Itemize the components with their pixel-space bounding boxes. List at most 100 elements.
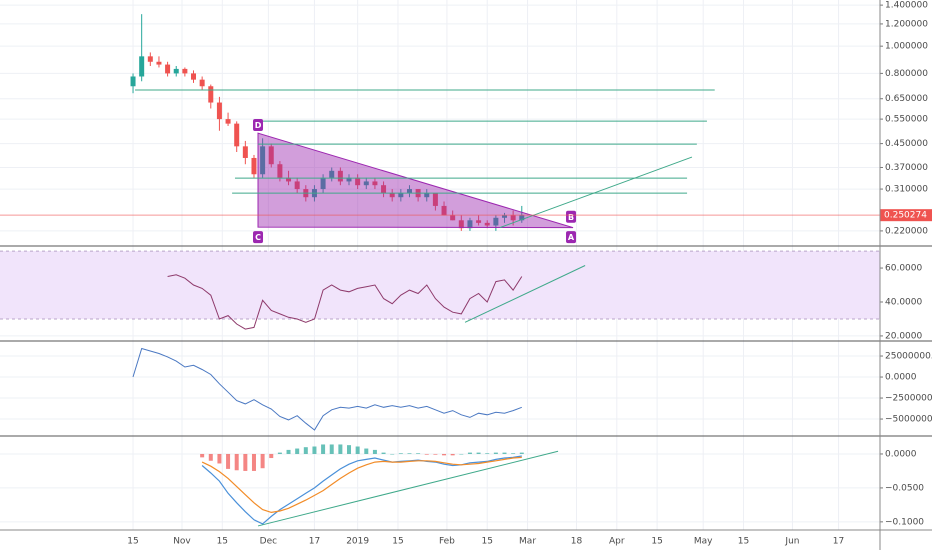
x-tick-label: 2019 [346, 537, 369, 547]
histogram-bar [269, 453, 274, 459]
x-tick-label: 18 [571, 537, 583, 547]
candle-body [337, 170, 343, 182]
point-label-box [253, 231, 264, 244]
candle-body [165, 64, 171, 74]
point-label-box [253, 119, 264, 132]
x-tick-label: 15 [217, 537, 228, 547]
candle-body [234, 123, 240, 147]
x-tick-label: 15 [481, 537, 492, 547]
histogram-bar [217, 453, 222, 464]
x-tick-label: Feb [439, 537, 455, 547]
candle-body [381, 185, 387, 194]
candle-body [519, 215, 525, 221]
y-tick-label: 0.0000 [885, 449, 917, 459]
candle-body [493, 217, 499, 226]
trend-line [464, 265, 586, 323]
band [0, 251, 880, 319]
point-label: B [568, 213, 574, 222]
candle-body [216, 102, 222, 120]
candle-body [130, 76, 136, 87]
histogram-bar [467, 452, 472, 454]
candle-body [510, 215, 516, 221]
y-tick-label: 0.220000 [885, 226, 928, 236]
histogram-bar [321, 444, 326, 454]
candle-body [182, 68, 188, 74]
candle-body [476, 220, 482, 223]
series-line [132, 347, 522, 431]
point-label: A [568, 233, 575, 242]
histogram-bar [260, 453, 265, 469]
candle-body [173, 68, 179, 74]
y-tick-label: 0.800000 [885, 69, 928, 79]
x-tick-label: Mar [519, 537, 536, 547]
candle-body [260, 146, 266, 175]
candle-body [329, 170, 335, 178]
candle-body [502, 215, 508, 218]
histogram-bar [329, 444, 334, 454]
x-tick-label: 17 [309, 537, 320, 547]
histogram-bar [502, 452, 507, 454]
histogram-bar [511, 453, 516, 454]
histogram-bar [450, 453, 455, 456]
x-tick-label: 15 [738, 537, 749, 547]
candle-body [389, 193, 395, 198]
candle-body [294, 181, 300, 190]
candle-body [242, 146, 248, 158]
x-tick-label: 15 [392, 537, 403, 547]
candle-body [398, 193, 404, 198]
candle-body [225, 119, 231, 124]
histogram-bar [390, 453, 395, 455]
point-label: C [255, 233, 261, 242]
y-tick-label: 0.370000 [885, 163, 928, 173]
histogram-bar [519, 452, 524, 454]
y-tick-label: 1.000000 [885, 42, 928, 52]
candle-body [199, 79, 205, 87]
candle-body [277, 164, 283, 178]
candle-body [139, 56, 145, 77]
histogram-bar [200, 453, 205, 458]
candle-body [251, 157, 257, 175]
candle-body [147, 56, 153, 62]
candle-body [441, 205, 447, 216]
histogram-bar [459, 453, 464, 455]
x-tick-label: 17 [833, 537, 844, 547]
histogram-bar [442, 453, 447, 456]
histogram-bar [226, 453, 231, 469]
y-tick-label: 0.0000 [885, 373, 917, 383]
histogram-bar [476, 452, 481, 454]
y-tick-label: 25000000.0000 [885, 352, 932, 362]
y-tick-label: 0.450000 [885, 139, 928, 149]
last-price-label: 0.250274 [884, 211, 927, 221]
y-tick-label: −25000000.0000 [885, 394, 932, 404]
series-line [201, 455, 522, 525]
candle-body [450, 215, 456, 221]
candle-body [458, 220, 464, 229]
series-line [167, 274, 523, 330]
histogram-bar [243, 453, 248, 471]
trend-line [499, 156, 693, 229]
triangle-pattern [257, 132, 574, 229]
candle-body [320, 177, 326, 190]
histogram-bar [424, 453, 429, 455]
y-tick-label: 0.310000 [885, 185, 928, 195]
candle-body [355, 177, 361, 186]
histogram-bar [433, 453, 438, 455]
histogram-bar [355, 446, 360, 454]
y-tick-label: 0.550000 [885, 115, 928, 125]
y-tick-label: 40.0000 [885, 297, 922, 307]
candle-body [372, 181, 378, 186]
y-tick-label: 60.0000 [885, 264, 922, 274]
x-tick-label: Nov [173, 537, 191, 547]
candle-body [346, 177, 352, 182]
histogram-bar [208, 453, 213, 461]
histogram-bar [234, 453, 239, 471]
trend-line [257, 450, 559, 527]
last-price-tag [880, 209, 932, 222]
histogram-bar [372, 449, 377, 454]
histogram-bar [295, 448, 300, 454]
point-label-box [566, 210, 577, 223]
candle-body [467, 220, 473, 229]
